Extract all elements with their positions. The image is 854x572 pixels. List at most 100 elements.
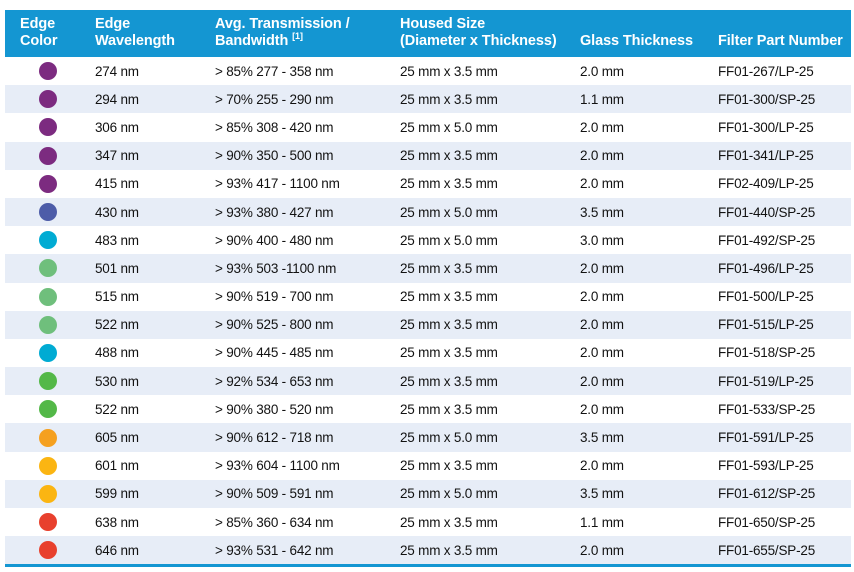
table-row: 347 nm > 90% 350 - 500 nm 25 mm x 3.5 mm… bbox=[5, 141, 851, 170]
table-row: 274 nm > 85% 277 - 358 nm 25 mm x 3.5 mm… bbox=[5, 57, 851, 85]
transmission-bandwidth-cell: > 90% 525 - 800 nm bbox=[215, 317, 334, 333]
filter-part-number-cell: FF01-533/SP-25 bbox=[718, 401, 815, 417]
filter-part-number-cell: FF01-593/LP-25 bbox=[718, 458, 814, 474]
table-row: 306 nm > 85% 308 - 420 nm 25 mm x 5.0 mm… bbox=[5, 113, 851, 141]
housed-size-cell: 25 mm x 5.0 mm bbox=[400, 232, 498, 248]
column-header-housed-size: Housed Size (Diameter x Thickness) bbox=[400, 10, 580, 57]
edge-wavelength-cell: 599 nm bbox=[95, 486, 139, 502]
edge-color-cell bbox=[20, 315, 95, 334]
edge-color-cell bbox=[20, 456, 95, 475]
table-row: 430 nm > 93% 380 - 427 nm 25 mm x 5.0 mm… bbox=[5, 197, 851, 227]
edge-color-dot bbox=[39, 174, 57, 193]
glass-thickness-cell: 3.5 mm bbox=[580, 204, 624, 220]
edge-wavelength-cell: 522 nm bbox=[95, 317, 139, 333]
filter-part-number-cell: FF01-496/LP-25 bbox=[718, 260, 814, 276]
housed-size-cell: 25 mm x 3.5 mm bbox=[400, 345, 498, 361]
glass-thickness-cell: 3.0 mm bbox=[580, 232, 624, 248]
header-line: Housed Size bbox=[400, 16, 486, 32]
edge-wavelength-cell: 306 nm bbox=[95, 119, 139, 135]
edge-color-dot bbox=[39, 456, 57, 475]
header-line: Bandwidth [1] bbox=[215, 31, 303, 49]
glass-thickness-cell: 2.0 mm bbox=[580, 401, 624, 417]
header-line: (Diameter x Thickness) bbox=[400, 33, 557, 49]
housed-size-cell: 25 mm x 3.5 mm bbox=[400, 542, 498, 558]
transmission-bandwidth-cell: > 93% 503 -1100 nm bbox=[215, 260, 337, 276]
table-row: 522 nm > 90% 380 - 520 nm 25 mm x 3.5 mm… bbox=[5, 395, 851, 423]
edge-wavelength-cell: 347 nm bbox=[95, 148, 139, 164]
housed-size-cell: 25 mm x 3.5 mm bbox=[400, 63, 498, 79]
edge-color-cell bbox=[20, 259, 95, 278]
glass-thickness-cell: 2.0 mm bbox=[580, 345, 624, 361]
housed-size-cell: 25 mm x 3.5 mm bbox=[400, 317, 498, 333]
housed-size-cell: 25 mm x 3.5 mm bbox=[400, 373, 498, 389]
edge-wavelength-cell: 522 nm bbox=[95, 401, 139, 417]
filter-part-number-cell: FF01-612/SP-25 bbox=[718, 486, 815, 502]
transmission-bandwidth-cell: > 85% 360 - 634 nm bbox=[215, 514, 334, 530]
edge-color-dot bbox=[39, 62, 57, 81]
edge-color-dot bbox=[39, 372, 57, 391]
table-bottom-rule bbox=[5, 564, 851, 568]
glass-thickness-cell: 1.1 mm bbox=[580, 514, 624, 530]
edge-color-cell bbox=[20, 513, 95, 532]
filter-specs-table: Edge Color Edge Wavelength Avg. Transmis… bbox=[5, 10, 851, 568]
glass-thickness-cell: 2.0 mm bbox=[580, 373, 624, 389]
glass-thickness-cell: 1.1 mm bbox=[580, 91, 624, 107]
edge-color-cell bbox=[20, 428, 95, 447]
table-row: 488 nm > 90% 445 - 485 nm 25 mm x 3.5 mm… bbox=[5, 339, 851, 367]
edge-color-dot bbox=[39, 118, 57, 137]
edge-color-dot bbox=[39, 484, 57, 503]
glass-thickness-cell: 2.0 mm bbox=[580, 148, 624, 164]
table-row: 601 nm > 93% 604 - 1100 nm 25 mm x 3.5 m… bbox=[5, 452, 851, 480]
column-header-filter-part-number: Filter Part Number bbox=[718, 10, 851, 57]
table-header: Edge Color Edge Wavelength Avg. Transmis… bbox=[5, 10, 851, 57]
filter-part-number-cell: FF01-341/LP-25 bbox=[718, 148, 814, 164]
table-row: 501 nm > 93% 503 -1100 nm 25 mm x 3.5 mm… bbox=[5, 254, 851, 283]
column-header-transmission-bandwidth: Avg. Transmission / Bandwidth [1] bbox=[215, 10, 400, 57]
edge-color-dot bbox=[39, 259, 57, 278]
transmission-bandwidth-cell: > 85% 277 - 358 nm bbox=[215, 63, 334, 79]
table-row: 599 nm > 90% 509 - 591 nm 25 mm x 5.0 mm… bbox=[5, 479, 851, 508]
housed-size-cell: 25 mm x 5.0 mm bbox=[400, 486, 498, 502]
glass-thickness-cell: 2.0 mm bbox=[580, 119, 624, 135]
edge-wavelength-cell: 601 nm bbox=[95, 458, 139, 474]
glass-thickness-cell: 2.0 mm bbox=[580, 542, 624, 558]
edge-color-cell bbox=[20, 62, 95, 81]
edge-wavelength-cell: 515 nm bbox=[95, 289, 139, 305]
edge-color-dot bbox=[39, 315, 57, 334]
housed-size-cell: 25 mm x 5.0 mm bbox=[400, 430, 498, 446]
header-line: Color bbox=[20, 33, 58, 49]
edge-color-dot bbox=[39, 203, 57, 222]
edge-wavelength-cell: 488 nm bbox=[95, 345, 139, 361]
header-line: Edge bbox=[95, 16, 131, 32]
transmission-bandwidth-cell: > 92% 534 - 653 nm bbox=[215, 373, 334, 389]
edge-color-dot bbox=[39, 90, 57, 109]
housed-size-cell: 25 mm x 3.5 mm bbox=[400, 176, 498, 192]
filter-part-number-cell: FF01-519/LP-25 bbox=[718, 373, 814, 389]
edge-color-cell bbox=[20, 541, 95, 560]
table-row: 415 nm > 93% 417 - 1100 nm 25 mm x 3.5 m… bbox=[5, 170, 851, 198]
glass-thickness-cell: 2.0 mm bbox=[580, 289, 624, 305]
edge-color-cell bbox=[20, 343, 95, 362]
header-line: Avg. Transmission / bbox=[215, 16, 350, 32]
edge-wavelength-cell: 274 nm bbox=[95, 63, 139, 79]
edge-color-cell bbox=[20, 90, 95, 109]
column-header-glass-thickness: Glass Thickness bbox=[580, 10, 718, 57]
edge-color-cell bbox=[20, 400, 95, 419]
glass-thickness-cell: 2.0 mm bbox=[580, 317, 624, 333]
filter-part-number-cell: FF01-650/SP-25 bbox=[718, 514, 815, 530]
edge-wavelength-cell: 646 nm bbox=[95, 542, 139, 558]
housed-size-cell: 25 mm x 3.5 mm bbox=[400, 260, 498, 276]
header-line: Edge bbox=[20, 16, 56, 32]
table-row: 646 nm > 93% 531 - 642 nm 25 mm x 3.5 mm… bbox=[5, 536, 851, 565]
filter-part-number-cell: FF01-300/SP-25 bbox=[718, 91, 815, 107]
edge-color-dot bbox=[39, 287, 57, 306]
filter-part-number-cell: FF01-655/SP-25 bbox=[718, 542, 815, 558]
header-line: Wavelength bbox=[95, 33, 175, 49]
transmission-bandwidth-cell: > 85% 308 - 420 nm bbox=[215, 119, 334, 135]
glass-thickness-cell: 2.0 mm bbox=[580, 458, 624, 474]
filter-part-number-cell: FF01-591/LP-25 bbox=[718, 430, 814, 446]
edge-color-cell bbox=[20, 287, 95, 306]
edge-wavelength-cell: 415 nm bbox=[95, 176, 139, 192]
transmission-bandwidth-cell: > 90% 350 - 500 nm bbox=[215, 148, 334, 164]
filter-part-number-cell: FF01-440/SP-25 bbox=[718, 204, 815, 220]
